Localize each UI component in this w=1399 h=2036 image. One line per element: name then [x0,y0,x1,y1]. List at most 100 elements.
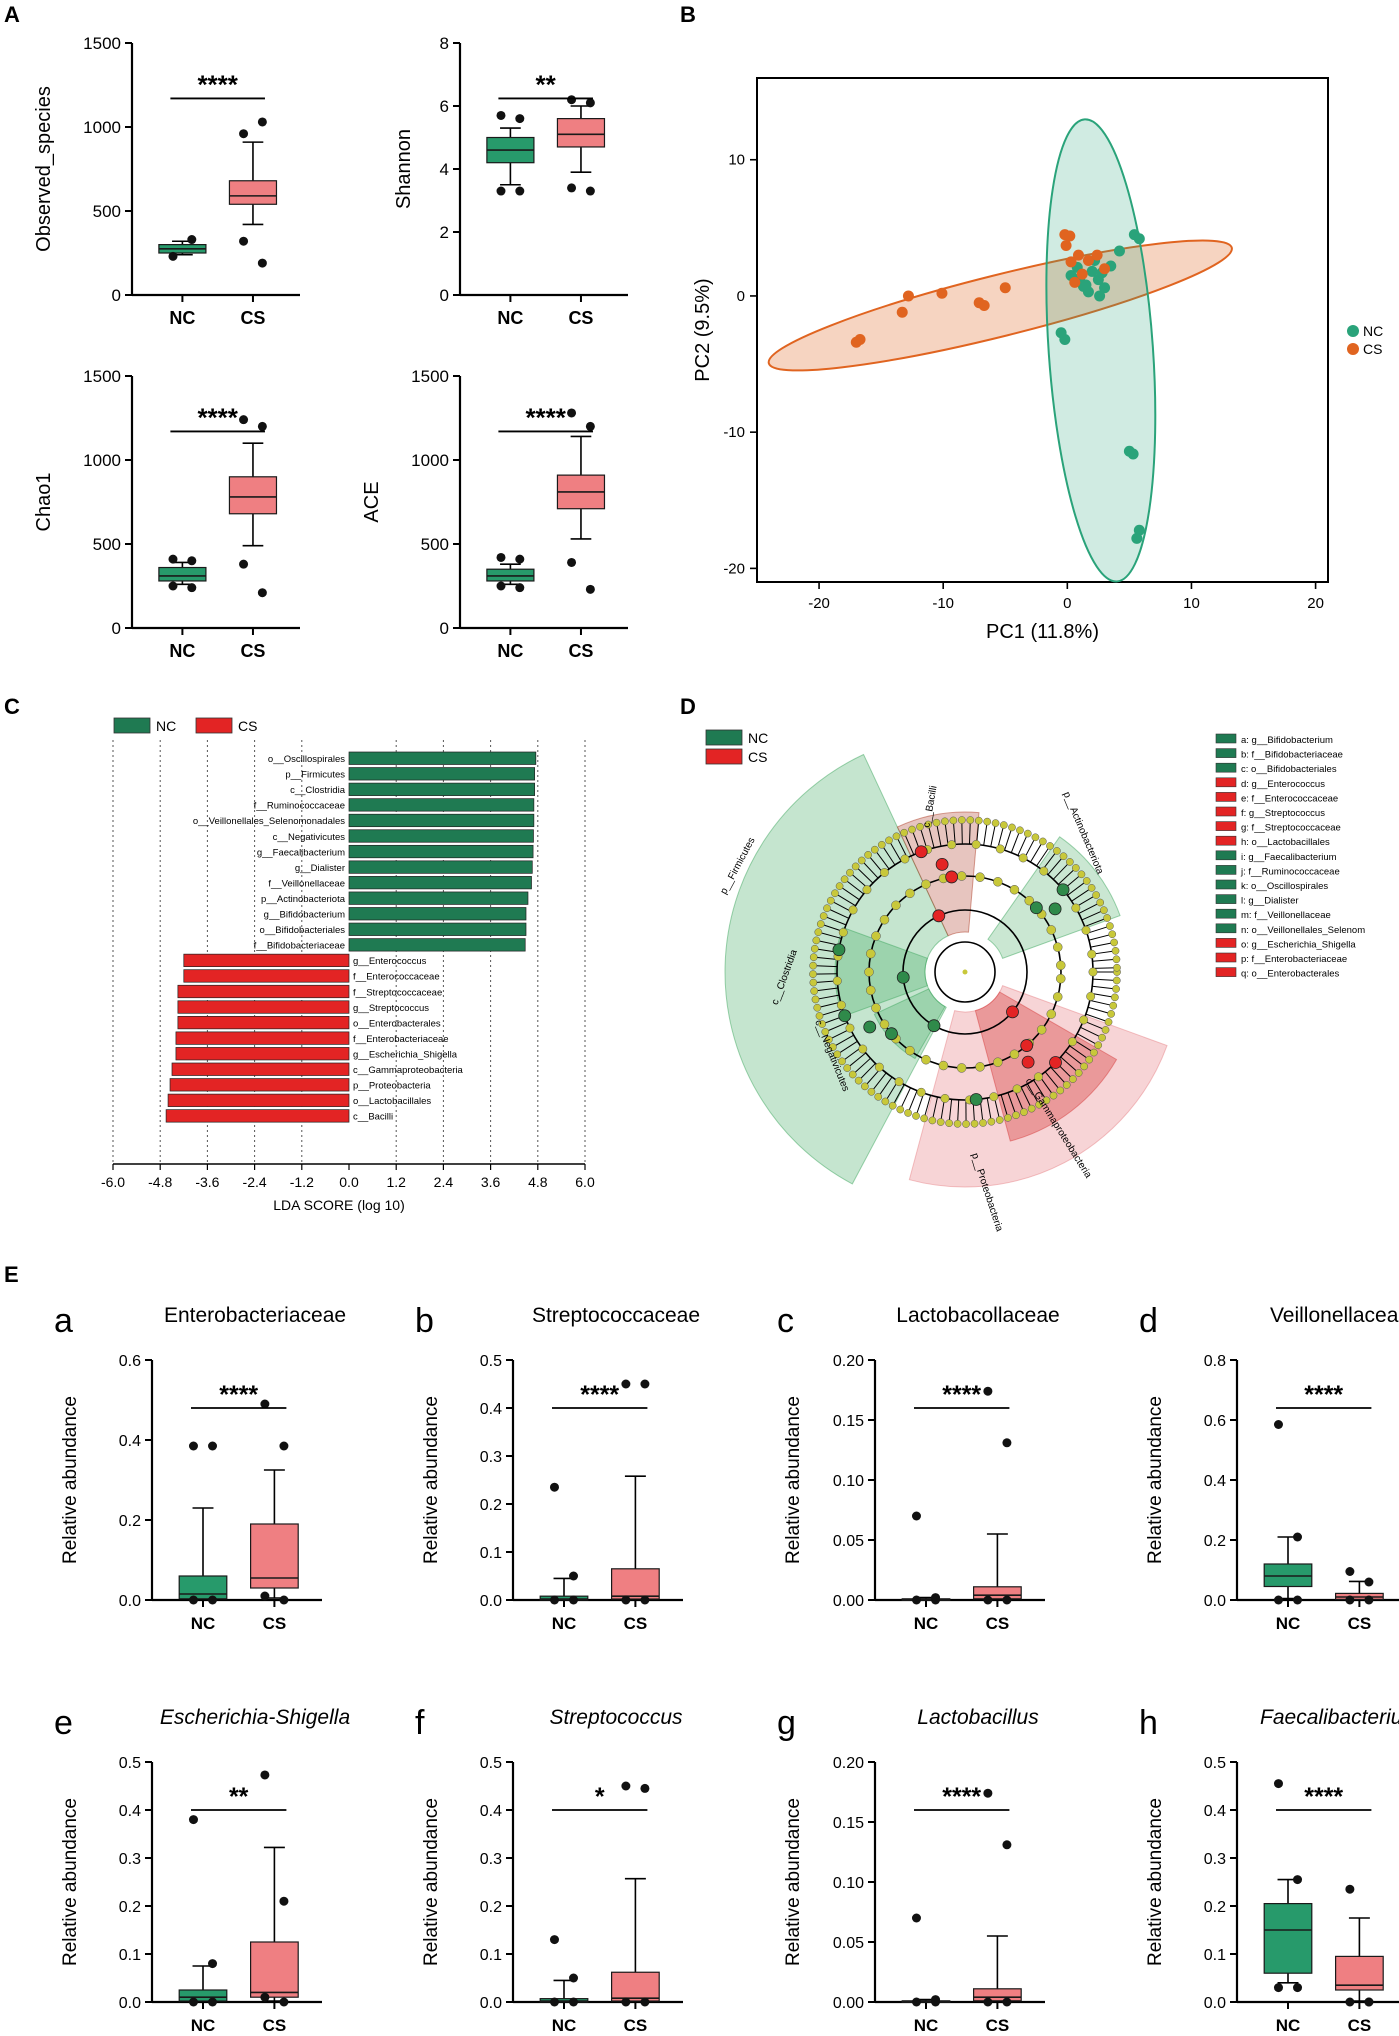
lda-bar [171,1062,350,1076]
tree-leaf [1020,1108,1028,1116]
lda-bar-label: c__Negativicutes [273,832,346,843]
point-cs [902,290,914,302]
y-axis-label: Relative abundance [60,1396,81,1564]
outlier-point [549,1997,559,2007]
point-nc [1113,245,1125,257]
tree-leaf [1100,906,1108,915]
tree-branch [1078,902,1101,914]
subpanel-letter: a [54,1302,73,1340]
key-label: n: o__Veillonellales_Selenom [1241,925,1365,936]
tree-branch [957,1099,960,1124]
outlier-point [983,1595,993,1605]
tree-branch [855,866,874,884]
sector-bacilli [896,811,980,937]
outlier-point [239,236,249,246]
tree-leaf [1008,823,1016,832]
point-cs [854,334,866,346]
y-tick-label: 0.2 [1204,1899,1226,1916]
lda-bar [348,922,527,936]
point-cs [1099,263,1111,275]
tree-branch [813,965,838,968]
tree-leaf [828,1043,837,1051]
tree-node [940,1093,950,1103]
tree-leaf [1053,847,1061,855]
panel-a-alpha-diversity: 0 500 1000 1500 Observed_species NC CS **** 0 2 4 6… [33,34,628,661]
key-label: o: g__Escherichia_Shigella [1241,939,1356,950]
legend-swatch-nc [705,729,743,746]
tree-leaf [941,817,949,826]
lda-bar [169,1078,350,1092]
outlier-point [585,584,595,594]
tree-node [871,931,881,941]
lda-bar-label: g__Bifidobacterium [264,910,345,921]
tree-branch [815,994,840,1000]
y-tick-label: 0.2 [480,1497,502,1514]
tree-node [1009,884,1020,895]
tree-branch [952,820,956,845]
lda-bar [167,1093,350,1107]
y-tick-label: 0.00 [833,1593,864,1610]
y-tick-label: 0.5 [480,1353,502,1370]
biomarker-node [885,1027,898,1041]
tree-branch [1069,1045,1090,1061]
tree-branch [1065,1051,1085,1067]
outlier-point [983,1997,993,2007]
tree-branch [825,1021,848,1033]
tree-branch [997,824,1005,849]
x-tick-label: NC [1276,1614,1301,1633]
tree-branch [846,1052,867,1069]
tree-branch [1092,985,1117,990]
outlier-point [188,1441,198,1451]
tree-branch [813,956,838,961]
tree-leaf [1077,870,1086,879]
y-axis-label: Relative abundance [1145,1396,1166,1564]
outlier-point [1293,1532,1303,1542]
tree-leaf [1101,1026,1110,1034]
x-tick-label: NC [552,2016,577,2035]
point-nc [1077,280,1089,292]
y-tick-label: 0.1 [1204,1947,1226,1964]
outlier-point [911,1511,921,1521]
tree-node [1056,960,1066,971]
subpanel-e-e: 0.0 0.1 0.2 0.3 0.4 0.5 Relative abundance NC CS… [54,1704,350,2035]
tree-node [1039,866,1049,876]
point-nc [1086,265,1098,277]
tree-node [1012,1084,1022,1094]
outlier-point [496,552,506,562]
key-swatch [1215,733,1237,744]
tree-leaf [983,817,992,826]
tree-node [1046,1009,1057,1019]
tree-branch [1047,855,1064,875]
significance-stars: * [595,1783,605,1811]
tree-leaf [833,1050,842,1059]
tree-leaf [1082,877,1091,885]
tree-branch [817,1001,841,1009]
tree-branch [1052,861,1071,880]
biomarker-node [1048,902,1062,916]
tree-branch [931,1096,939,1121]
outlier-point [585,98,595,108]
tree-branch [1014,1089,1025,1113]
point-nc [1059,334,1071,346]
tree-node [993,877,1003,887]
x-tick-label: CS [624,1614,648,1633]
lda-bar-label: f__Bifidobacteriaceae [254,941,345,952]
key-label: j: f__Ruminococcaceae [1240,866,1340,877]
y-axis-label: Shannon [393,129,415,209]
tree-leaf [823,904,831,913]
x-tick-label: CS [240,641,265,661]
y-tick-label: 1000 [411,451,449,470]
key-swatch [1215,762,1237,773]
tree-leaf [814,928,823,936]
tree-branch [927,824,935,848]
tree-node [1079,1015,1089,1025]
tree-node [848,905,858,915]
tree-leaf [892,832,901,841]
x-tick-label: CS [986,1614,1010,1633]
x-tick-label: NC [1276,2016,1301,2035]
tree-branch [983,821,988,846]
subpanel-letter: f [415,1704,425,1742]
y-tick-label: 1500 [83,367,121,386]
outlier-point [549,1595,559,1605]
tree-leaf [1062,1081,1071,1089]
